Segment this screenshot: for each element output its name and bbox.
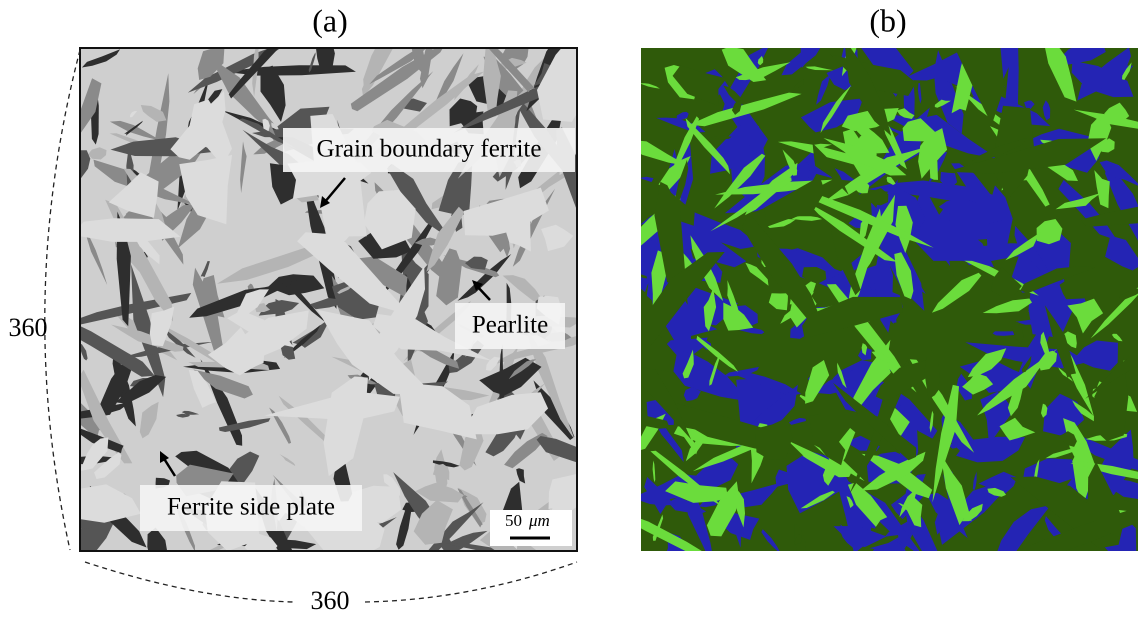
segmentation-map <box>595 4 1144 591</box>
dimension-label: 360 <box>9 313 48 342</box>
annotation: Pearlite <box>472 312 548 339</box>
texture <box>537 24 611 122</box>
panel-label: (b) <box>869 2 906 38</box>
texture <box>993 331 1016 336</box>
dimension-line <box>45 50 80 550</box>
figure: (a) (b) 360 360 Grain boundary ferrite P… <box>0 0 1144 616</box>
panel-label: (a) <box>312 2 348 38</box>
annotation: Grain boundary ferrite <box>317 136 542 163</box>
scale-bar-value: 50 <box>505 511 522 530</box>
annotation: Ferrite side plate <box>167 494 335 521</box>
page: (a) (b) 360 360 Grain boundary ferrite P… <box>0 0 1144 616</box>
dimension-label: 360 <box>311 586 350 615</box>
scale-bar-unit: μm <box>528 511 550 530</box>
